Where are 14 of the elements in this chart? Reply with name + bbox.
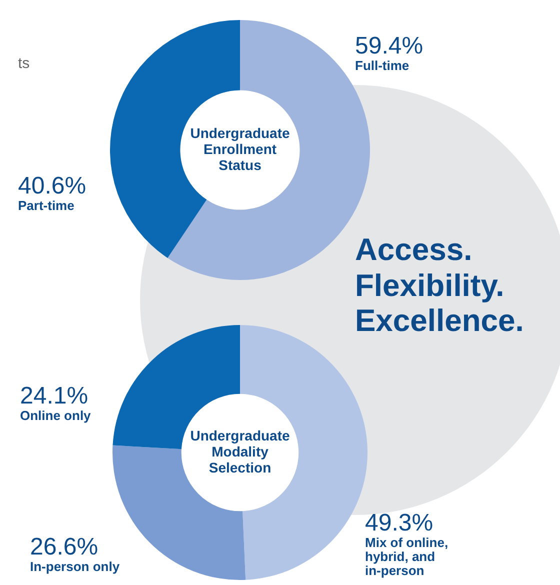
slice-label: Mix of online, hybrid, and in-person bbox=[365, 535, 448, 578]
data-label: 59.4% bbox=[355, 32, 424, 60]
text: Undergraduate Enrollment Status bbox=[190, 124, 290, 173]
slice-label: Full-time bbox=[355, 58, 410, 74]
text: Access. Flexibility. Excellence. bbox=[355, 232, 525, 339]
text: ts bbox=[18, 55, 31, 72]
data-label: 24.1% bbox=[20, 382, 88, 410]
data-label: 40.6% bbox=[18, 172, 86, 200]
slice-label: Part-time bbox=[18, 198, 74, 214]
slice-label: In-person only bbox=[30, 559, 120, 574]
data-label: 26.6% bbox=[30, 534, 98, 561]
text: Undergraduate Modality Selection bbox=[190, 427, 290, 476]
data-label: 49.3% bbox=[365, 510, 434, 537]
slice-label: Online only bbox=[20, 408, 92, 424]
